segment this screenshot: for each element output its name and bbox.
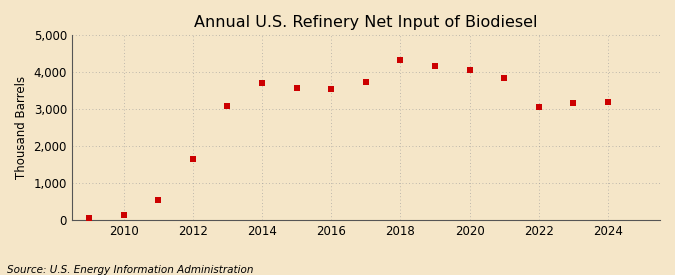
Point — [153, 198, 164, 202]
Point — [118, 213, 129, 218]
Point — [603, 100, 614, 104]
Title: Annual U.S. Refinery Net Input of Biodiesel: Annual U.S. Refinery Net Input of Biodie… — [194, 15, 538, 30]
Point — [292, 86, 302, 90]
Point — [188, 156, 198, 161]
Point — [222, 103, 233, 108]
Point — [326, 87, 337, 92]
Point — [533, 105, 544, 109]
Point — [464, 68, 475, 72]
Point — [499, 76, 510, 80]
Point — [430, 64, 441, 68]
Point — [360, 80, 371, 84]
Point — [395, 57, 406, 62]
Point — [568, 101, 579, 106]
Point — [256, 81, 267, 85]
Text: Source: U.S. Energy Information Administration: Source: U.S. Energy Information Administ… — [7, 265, 253, 275]
Y-axis label: Thousand Barrels: Thousand Barrels — [15, 76, 28, 179]
Point — [84, 216, 95, 221]
